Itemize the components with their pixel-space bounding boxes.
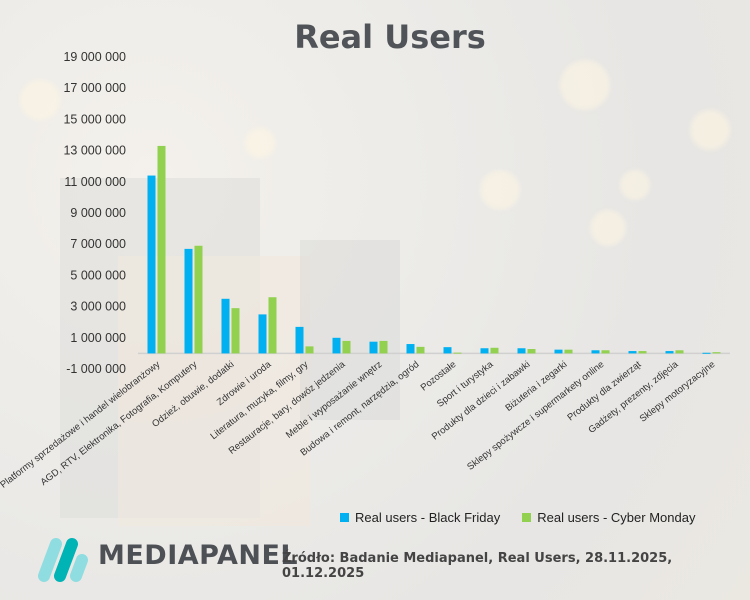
y-tick-label: -1 000 000 xyxy=(66,362,126,376)
brand-name: MEDIAPANEL xyxy=(98,540,299,571)
bar-black-friday xyxy=(332,337,341,354)
bar-black-friday xyxy=(221,298,230,354)
legend-swatch xyxy=(340,513,349,522)
bar-cyber-monday xyxy=(416,346,425,354)
y-tick-label: 7 000 000 xyxy=(70,237,126,251)
x-tick-label: Platformy sprzedażowe i handel wielobran… xyxy=(0,359,163,491)
legend-item-cyber-monday: Real users - Cyber Monday xyxy=(522,510,695,525)
y-tick-label: 11 000 000 xyxy=(64,175,126,189)
legend-label: Real users - Cyber Monday xyxy=(537,510,696,525)
mediapanel-logo-icon xyxy=(38,538,88,582)
x-tick-label: AGD, RTV, Elektronika, Fotografia, Kompu… xyxy=(39,359,200,488)
bar-black-friday xyxy=(258,314,267,354)
y-tick-label: 9 000 000 xyxy=(70,206,126,220)
bar-cyber-monday xyxy=(712,352,721,354)
bar-black-friday xyxy=(480,348,489,354)
x-tick-label: Sklepy spożywcze i supermarkety online xyxy=(465,359,606,473)
source-note: Źródło: Badanie Mediapanel, Real Users, … xyxy=(282,551,673,581)
y-tick-label: 13 000 000 xyxy=(63,144,126,158)
y-tick-label: 17 000 000 xyxy=(63,81,126,95)
bar-cyber-monday xyxy=(157,145,166,354)
bar-black-friday xyxy=(554,349,563,354)
bar-cyber-monday xyxy=(453,352,462,354)
bar-cyber-monday xyxy=(268,297,277,354)
bar-cyber-monday xyxy=(601,350,610,354)
bar-black-friday xyxy=(628,351,637,354)
legend-label: Real users - Black Friday xyxy=(355,510,501,525)
bar-cyber-monday xyxy=(231,308,240,354)
bar-cyber-monday xyxy=(638,351,647,354)
bar-black-friday xyxy=(184,248,193,354)
bar-cyber-monday xyxy=(564,349,573,354)
bar-black-friday xyxy=(702,352,711,354)
bar-black-friday xyxy=(369,341,378,354)
bar-cyber-monday xyxy=(675,350,684,354)
bar-cyber-monday xyxy=(490,347,499,354)
bar-cyber-monday xyxy=(194,245,203,354)
bar-black-friday xyxy=(591,350,600,354)
bar-black-friday xyxy=(517,348,526,354)
bar-cyber-monday xyxy=(305,346,314,354)
y-tick-label: 3 000 000 xyxy=(70,300,126,314)
bar-black-friday xyxy=(443,347,452,354)
bar-cyber-monday xyxy=(379,340,388,354)
bar-black-friday xyxy=(406,344,415,354)
bar-black-friday xyxy=(295,326,304,354)
y-tick-label: 15 000 000 xyxy=(63,112,126,126)
chart-title: Real Users xyxy=(294,18,486,56)
legend-item-black-friday: Real users - Black Friday xyxy=(340,510,500,525)
bar-cyber-monday xyxy=(527,349,536,354)
y-tick-label: 5 000 000 xyxy=(70,268,126,282)
legend: Real users - Black Friday Real users - C… xyxy=(340,510,695,525)
x-tick-label: Biżuteria i zegarki xyxy=(503,359,569,414)
bar-black-friday xyxy=(665,351,674,354)
y-tick-label: 1 000 000 xyxy=(70,331,126,345)
legend-swatch xyxy=(522,513,532,522)
bar-black-friday xyxy=(147,175,156,354)
bar-cyber-monday xyxy=(342,340,351,354)
y-tick-label: 19 000 000 xyxy=(63,50,126,64)
